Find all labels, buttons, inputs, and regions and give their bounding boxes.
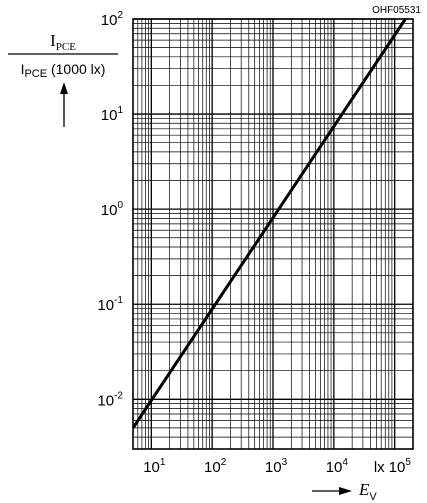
x-tick-label: 102	[204, 457, 227, 476]
y-label-numerator-sub: PCE	[56, 41, 76, 53]
figure-code: OHF05531	[372, 5, 421, 16]
x-label-arrow-head	[339, 487, 352, 495]
x-axis-label: EV	[312, 480, 377, 503]
svg-text:IPCE (1000 lx): IPCE (1000 lx)	[21, 61, 106, 80]
svg-text:IPCE: IPCE	[50, 31, 76, 53]
y-tick-label: 10-1	[97, 295, 123, 314]
y-tick-label: 100	[101, 200, 124, 219]
x-unit-label: lx	[374, 459, 385, 476]
y-axis-label: IPCE IPCE (1000 lx)	[8, 31, 118, 127]
y-tick-label: 10-2	[97, 390, 123, 409]
y-label-denominator-rest: (1000 lx)	[47, 61, 105, 77]
series-line	[131, 18, 407, 429]
y-label-denominator-sub: PCE	[24, 68, 47, 80]
plot-frame	[132, 18, 414, 450]
y-tick-label: 101	[101, 105, 124, 124]
svg-text:EV: EV	[358, 480, 377, 503]
x-label-sub: V	[369, 491, 377, 503]
y-label-numerator-main: I	[50, 31, 56, 50]
y-tick-label: 102	[101, 10, 124, 29]
x-tick-label: 103	[265, 457, 288, 476]
x-tick-label: 105	[389, 457, 412, 476]
y-label-arrow-head	[60, 82, 68, 94]
x-tick-label: 101	[143, 457, 166, 476]
y-label-denominator-main: I	[21, 61, 25, 77]
x-tick-label: 104	[326, 457, 349, 476]
chart-grid	[132, 18, 414, 450]
series-layer	[131, 18, 407, 429]
x-label-main: E	[358, 480, 370, 499]
